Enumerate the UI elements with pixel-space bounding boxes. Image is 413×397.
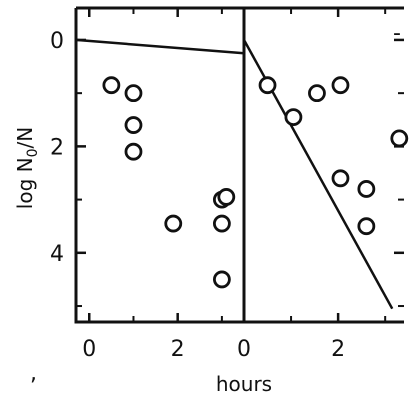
data-point-right [331, 76, 350, 95]
data-point-right [390, 129, 409, 148]
data-point-left [212, 214, 231, 233]
data-point-left [212, 270, 231, 289]
x-tick-label: 2 [331, 337, 345, 362]
data-point-left [102, 76, 121, 95]
x-tick-label: 2 [171, 337, 185, 362]
x-tick-label: 0 [82, 337, 96, 362]
data-point-left [217, 188, 236, 206]
data-point-left [124, 84, 143, 103]
y-tick-label: 4 [50, 242, 64, 267]
y-tick-label: 0 [50, 29, 64, 54]
data-point-right [357, 217, 376, 236]
data-point-right [308, 84, 326, 103]
stray-dash-mark: - [393, 21, 401, 46]
data-point-left [124, 116, 143, 134]
x-axis-ticks: 0 2 0 2 [82, 8, 387, 362]
y-axis-label: log N0/N [13, 127, 41, 209]
x-axis-label: hours [216, 372, 272, 396]
data-point-left [124, 142, 143, 161]
plot-frame [74, 6, 404, 324]
data-point-right [284, 108, 303, 127]
data-point-right [331, 169, 350, 188]
data-point-right [258, 76, 277, 95]
data-point-left [164, 214, 183, 233]
y-axis-label-suffix: /N [13, 127, 37, 149]
y-axis-label-main: log N [13, 157, 37, 209]
y-axis-label-subscript: 0 [25, 148, 41, 157]
data-point-right [357, 180, 376, 198]
stray-comma-mark: , [30, 361, 37, 386]
fit-line-left [75, 38, 245, 55]
y-axis-ticks: 0 2 4 [50, 29, 404, 308]
y-tick-label: 2 [50, 135, 64, 160]
x-tick-label: 0 [237, 337, 251, 362]
data-points [102, 76, 409, 289]
